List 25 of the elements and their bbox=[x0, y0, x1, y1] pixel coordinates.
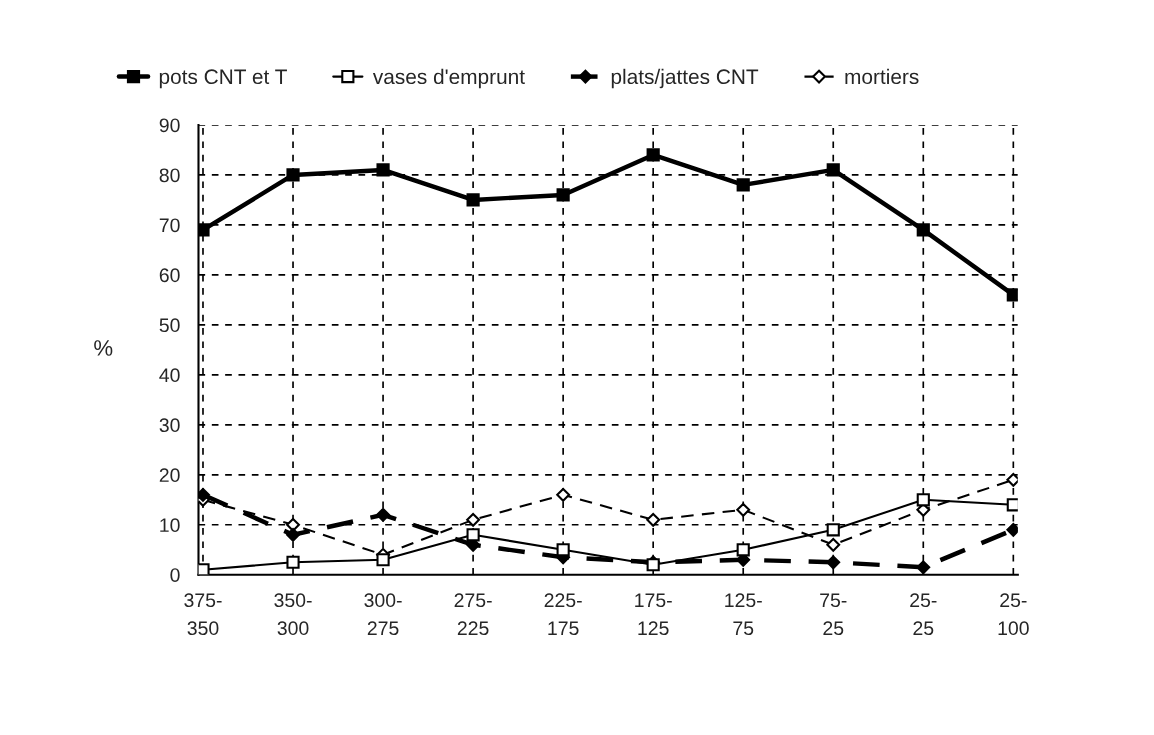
x-tick-label: 350- 300 bbox=[274, 593, 312, 636]
legend-label: pots CNT et T bbox=[159, 69, 287, 89]
y-tick-label: 20 bbox=[159, 468, 180, 483]
y-tick-label: 60 bbox=[159, 268, 180, 283]
x-tick-label: 125- 75 bbox=[725, 593, 762, 636]
legend-label: vases d'emprunt bbox=[372, 68, 525, 89]
x-tick-label: 300- 275 bbox=[364, 593, 402, 636]
x-tick-label: 275- 225 bbox=[454, 593, 492, 636]
y-tick-label: 30 bbox=[159, 418, 180, 433]
x-tick-label: 375- 350 bbox=[184, 593, 222, 636]
y-tick-label: 50 bbox=[159, 318, 180, 333]
y-axis-title: % bbox=[94, 340, 113, 356]
x-tick-label: 225- 175 bbox=[544, 593, 582, 636]
y-tick-label: 40 bbox=[159, 368, 180, 383]
y-tick-label: 10 bbox=[160, 518, 180, 533]
x-tick-label: 25- 100 bbox=[998, 593, 1029, 636]
y-tick-label: 90 bbox=[159, 118, 180, 133]
x-tick-label: 25- 25 bbox=[910, 593, 937, 636]
y-tick-label: 0 bbox=[170, 568, 180, 583]
x-tick-label: 75- 25 bbox=[820, 593, 847, 636]
legend-label: plats/jattes CNT bbox=[611, 68, 759, 89]
y-tick-label: 70 bbox=[159, 218, 180, 233]
y-tick-label: 80 bbox=[159, 168, 180, 183]
x-tick-label: 175- 125 bbox=[635, 593, 672, 636]
legend-label: mortiers bbox=[845, 68, 919, 85]
